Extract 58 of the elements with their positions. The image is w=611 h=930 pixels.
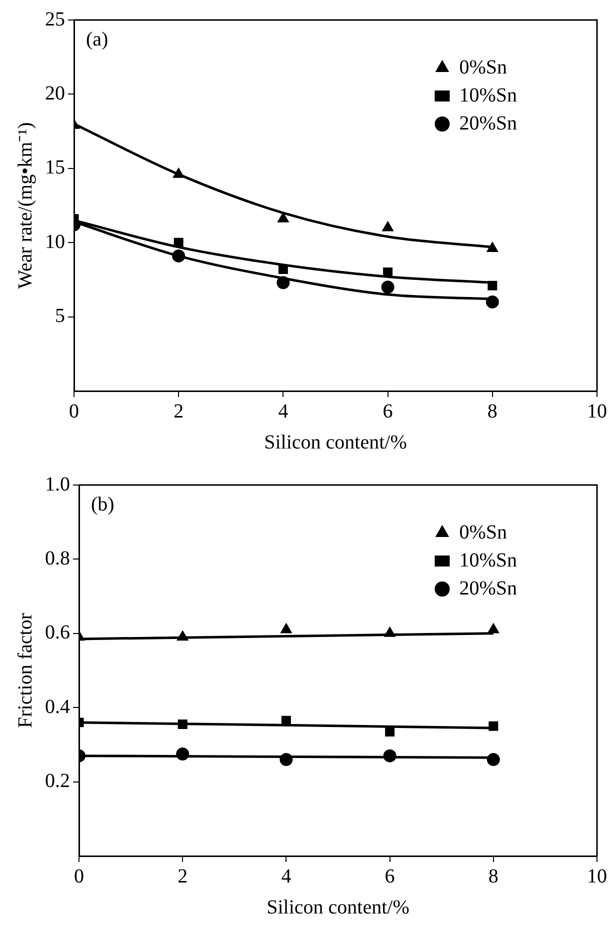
- point: [486, 295, 499, 308]
- x-tick-label: 6: [384, 865, 395, 888]
- y-tick-label: 20: [45, 82, 65, 104]
- point: [176, 630, 188, 641]
- point: [486, 753, 500, 766]
- legend-label: 20%Sn: [459, 577, 518, 600]
- point: [280, 753, 293, 766]
- y-tick-label: 0.4: [45, 696, 70, 718]
- legend-label: 0%Sn: [459, 56, 508, 78]
- point: [384, 626, 396, 637]
- point: [278, 212, 289, 222]
- y-tick-label: 0.8: [45, 547, 70, 570]
- x-tick-label: 4: [278, 400, 288, 422]
- x-tick-label: 10: [587, 865, 607, 888]
- y-tick-label: 25: [45, 8, 65, 30]
- x-tick-label: 8: [488, 865, 498, 888]
- point: [488, 623, 500, 634]
- y-tick-label: 1.0: [45, 473, 70, 496]
- x-tick-label: 6: [382, 400, 393, 422]
- x-tick-label: 8: [487, 400, 498, 422]
- point: [280, 623, 292, 634]
- point: [172, 249, 186, 262]
- x-tick-label: 0: [69, 400, 79, 422]
- point: [486, 242, 498, 252]
- legend-label: 20%Sn: [459, 112, 518, 134]
- y-tick-label: 10: [45, 230, 65, 253]
- y-tick-label: 5: [55, 305, 65, 328]
- point: [382, 221, 394, 232]
- point: [488, 280, 498, 290]
- point: [488, 721, 498, 731]
- x-tick-label: 10: [587, 400, 607, 422]
- point: [383, 268, 393, 278]
- x-tick-label: 2: [178, 865, 188, 888]
- x-axis-title: Silicon content/%: [266, 896, 410, 918]
- x-tick-label: 0: [74, 865, 84, 888]
- y-tick-label: 0.6: [45, 622, 70, 644]
- y-axis-title: Friction factor: [14, 612, 36, 728]
- annotation: (a): [86, 28, 108, 50]
- legend-label: 10%Sn: [459, 84, 518, 106]
- point: [383, 749, 396, 762]
- point: [381, 280, 394, 294]
- annotation: (b): [91, 493, 114, 516]
- point: [385, 726, 395, 736]
- y-axis-title: Wear rate/(mg•km⁻¹): [14, 122, 36, 289]
- y-tick-label: 15: [45, 156, 65, 179]
- point: [176, 747, 190, 760]
- legend-label: 0%Sn: [459, 521, 508, 544]
- x-axis-title: Silicon content/%: [264, 431, 407, 454]
- legend-label: 10%Sn: [459, 549, 518, 572]
- y-tick-label: 0.2: [45, 770, 70, 792]
- x-tick-label: 4: [281, 865, 292, 888]
- x-tick-label: 2: [174, 400, 184, 422]
- point: [174, 238, 184, 248]
- point: [281, 716, 291, 726]
- point: [278, 264, 288, 274]
- point: [276, 276, 290, 290]
- point: [172, 168, 184, 178]
- point: [178, 720, 188, 730]
